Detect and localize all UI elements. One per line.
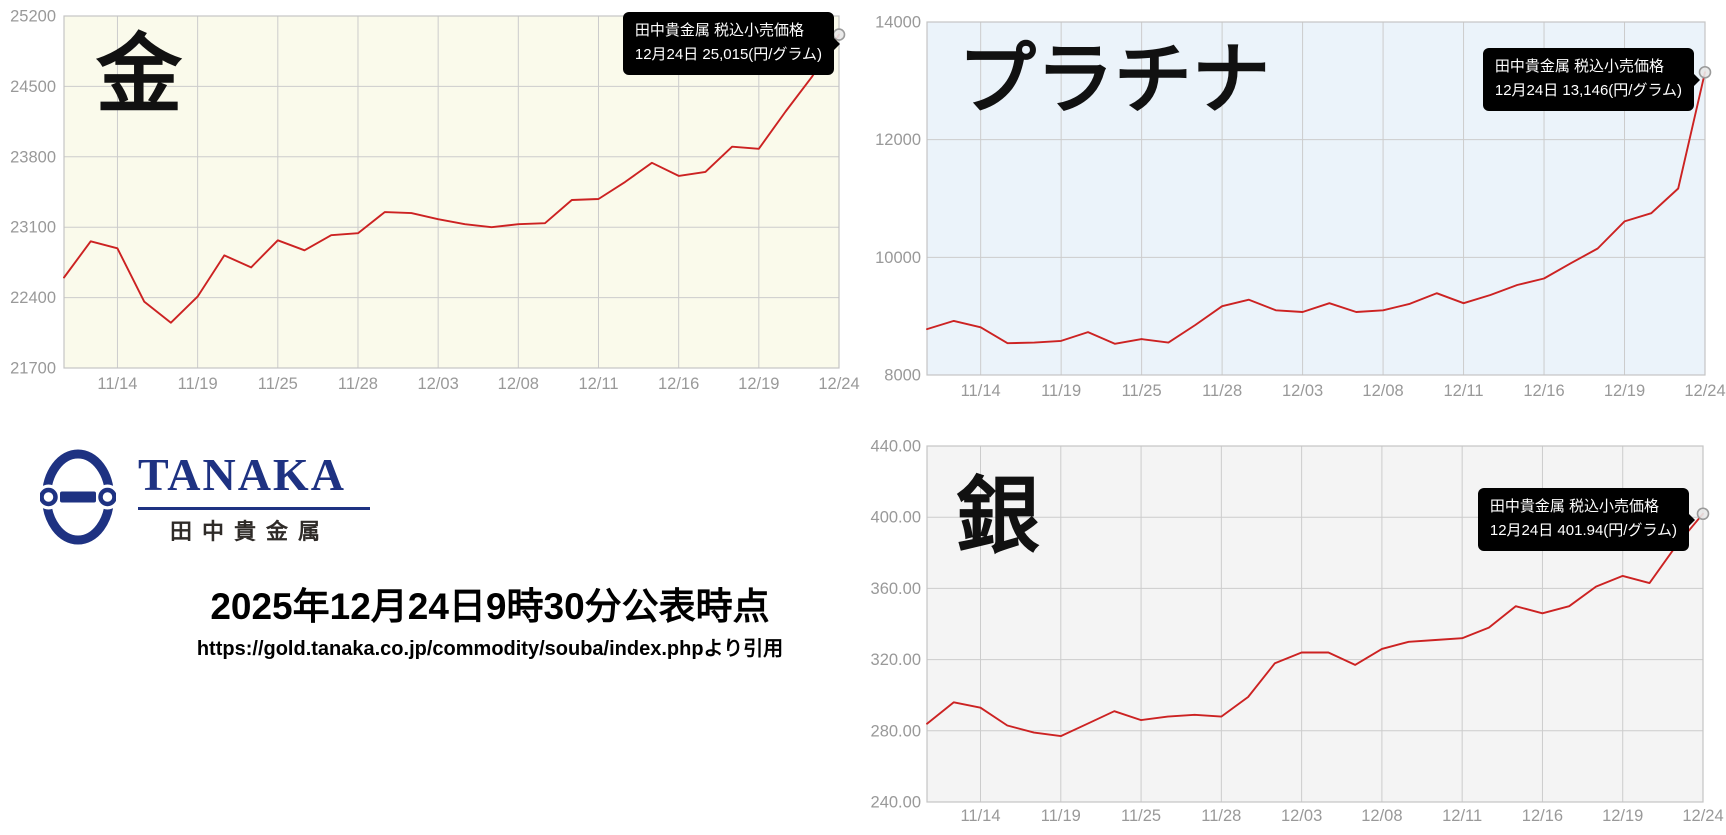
silver-x-axis-label: 11/28 [1201,807,1241,825]
platinum-tooltip: 田中貴金属 税込小売価格 12月24日 13,146(円/グラム) [1482,48,1700,111]
platinum-x-axis-label: 11/28 [1202,382,1242,400]
platinum-tooltip-value: 12月24日 13,146(円/グラム) [1494,82,1682,99]
silver-x-axis-label: 11/25 [1121,807,1161,825]
gold-price-line [63,33,840,324]
silver-x-axis-label: 12/11 [1442,807,1482,825]
platinum-x-axis-label: 12/19 [1604,382,1645,400]
silver-x-axis-label: 12/08 [1361,807,1402,825]
platinum-y-axis-label: 12000 [875,131,921,149]
silver-tooltip-header: 田中貴金属 税込小売価格 [1489,498,1660,515]
tanaka-logo-underline [138,507,370,510]
tooltip-arrow-icon [1689,513,1695,526]
platinum-x-axis-label: 12/03 [1282,382,1323,400]
silver-y-axis-label: 240.00 [871,794,921,812]
gold-x-axis-label: 11/28 [338,375,378,393]
platinum-x-axis-label: 12/11 [1444,382,1484,400]
silver-plot-border [926,445,1704,803]
tanaka-emblem-icon [40,449,116,545]
silver-price-chart[interactable]: 440.00 400.00 360.00 320.00 280.00 240.00 11/1… [855,400,1726,835]
silver-y-axis-label: 320.00 [871,651,921,669]
publication-timestamp: 2025年12月24日9時30分公表時点 [210,586,770,627]
silver-y-axis-label: 400.00 [871,509,921,527]
tooltip-arrow-icon [1694,73,1700,86]
platinum-x-axis-label: 12/24 [1684,382,1725,400]
platinum-y-axis-label: 8000 [884,367,921,385]
tanaka-logo-subtext: 田中貴金属 [170,519,331,544]
silver-y-axis-label: 360.00 [871,580,921,598]
silver-price-line [926,512,1704,738]
platinum-y-axis-label: 14000 [875,14,921,32]
gold-x-axis-label: 12/19 [738,375,779,393]
gold-plot-border [63,15,840,369]
silver-tooltip-value: 12月24日 401.94(円/グラム) [1489,522,1677,539]
gold-x-axis-label: 12/24 [818,375,859,393]
platinum-x-axis-label: 12/08 [1362,382,1403,400]
tanaka-logo: TANAKA 田中貴金属 [40,448,460,558]
silver-tooltip: 田中貴金属 税込小売価格 12月24日 401.94(円/グラム) [1477,488,1695,551]
gold-x-axis-label: 11/14 [97,375,137,393]
silver-x-axis-label: 12/19 [1602,807,1643,825]
gold-y-axis-label: 25200 [10,8,56,26]
platinum-tooltip-header: 田中貴金属 税込小売価格 [1494,58,1665,75]
silver-y-axis-label: 440.00 [871,438,921,456]
gold-y-axis-label: 24500 [10,78,56,96]
gold-y-axis-label: 22400 [10,289,56,307]
gold-x-axis-label: 11/25 [258,375,298,393]
silver-x-axis-label: 12/16 [1522,807,1563,825]
silver-x-axis-label: 11/14 [960,807,1000,825]
gold-y-axis-label: 21700 [10,360,56,378]
gold-x-axis-label: 12/08 [498,375,539,393]
gold-x-axis-label: 11/19 [178,375,218,393]
tooltip-arrow-icon [834,37,840,50]
tanaka-logo-text: TANAKA [138,449,346,500]
platinum-y-axis-label: 10000 [875,249,921,267]
silver-x-axis-label: 12/24 [1682,807,1723,825]
gold-x-axis-label: 12/03 [417,375,458,393]
source-url: https://gold.tanaka.co.jp/commodity/soub… [196,638,784,660]
gold-x-axis-label: 12/16 [658,375,699,393]
silver-last-point-marker [1696,507,1710,521]
platinum-plot-border [926,21,1706,376]
platinum-price-chart[interactable]: 14000 12000 10000 8000 11/14 11/19 11/25 11/28 1… [855,0,1726,405]
gold-y-axis-label: 23800 [10,148,56,166]
platinum-x-axis-label: 11/14 [961,382,1001,400]
platinum-x-axis-label: 11/25 [1122,382,1162,400]
gold-tooltip-header: 田中貴金属 税込小売価格 [634,22,805,39]
platinum-x-axis-label: 11/19 [1041,382,1081,400]
silver-y-axis-label: 280.00 [871,722,921,740]
silver-x-axis-label: 11/19 [1041,807,1081,825]
gold-tooltip: 田中貴金属 税込小売価格 12月24日 25,015(円/グラム) [622,12,840,75]
platinum-price-line [926,71,1706,345]
gold-y-axis-label: 23100 [10,219,56,237]
gold-x-axis-label: 12/11 [578,375,618,393]
platinum-x-axis-label: 12/16 [1523,382,1564,400]
silver-x-axis-label: 12/03 [1281,807,1322,825]
platinum-last-point-marker [1698,65,1712,79]
gold-tooltip-value: 12月24日 25,015(円/グラム) [634,46,822,63]
